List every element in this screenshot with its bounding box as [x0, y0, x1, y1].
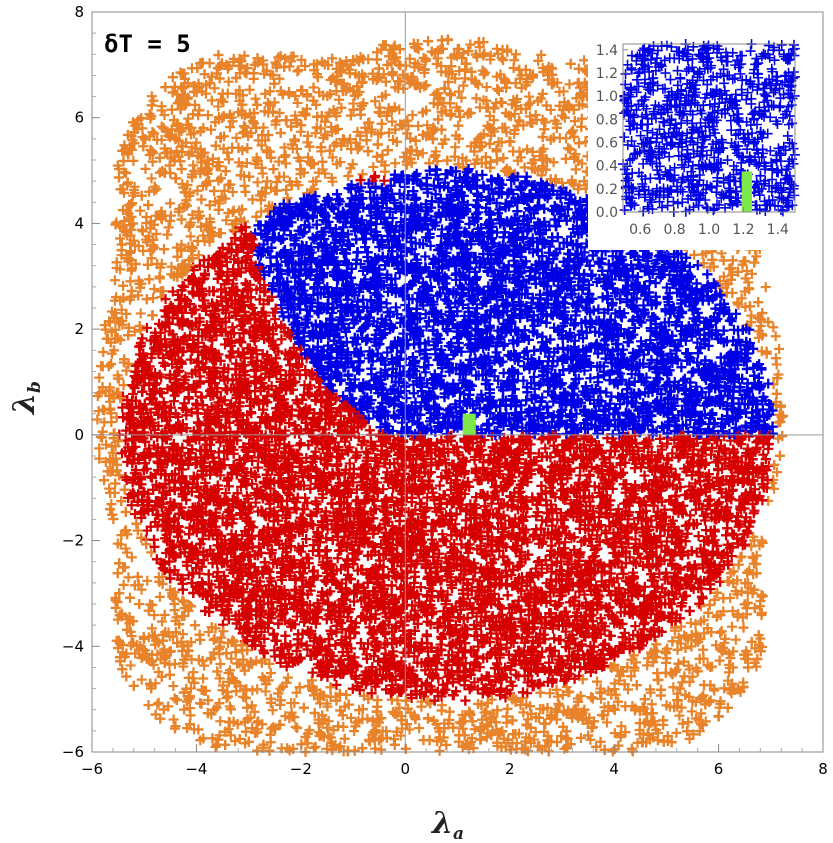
orange-point: [310, 128, 321, 139]
orange-point: [213, 101, 224, 112]
red-point: [122, 457, 133, 468]
orange-point: [250, 93, 261, 104]
orange-point: [156, 616, 167, 627]
orange-point: [387, 116, 398, 127]
red-point: [607, 483, 618, 494]
red-point: [220, 339, 231, 350]
orange-point: [109, 275, 120, 286]
orange-point: [300, 61, 311, 72]
blue-point: [671, 345, 682, 356]
blue-point: [582, 255, 593, 266]
main-scatter-points: [92, 34, 789, 757]
orange-point: [557, 690, 568, 701]
orange-point: [308, 742, 319, 753]
